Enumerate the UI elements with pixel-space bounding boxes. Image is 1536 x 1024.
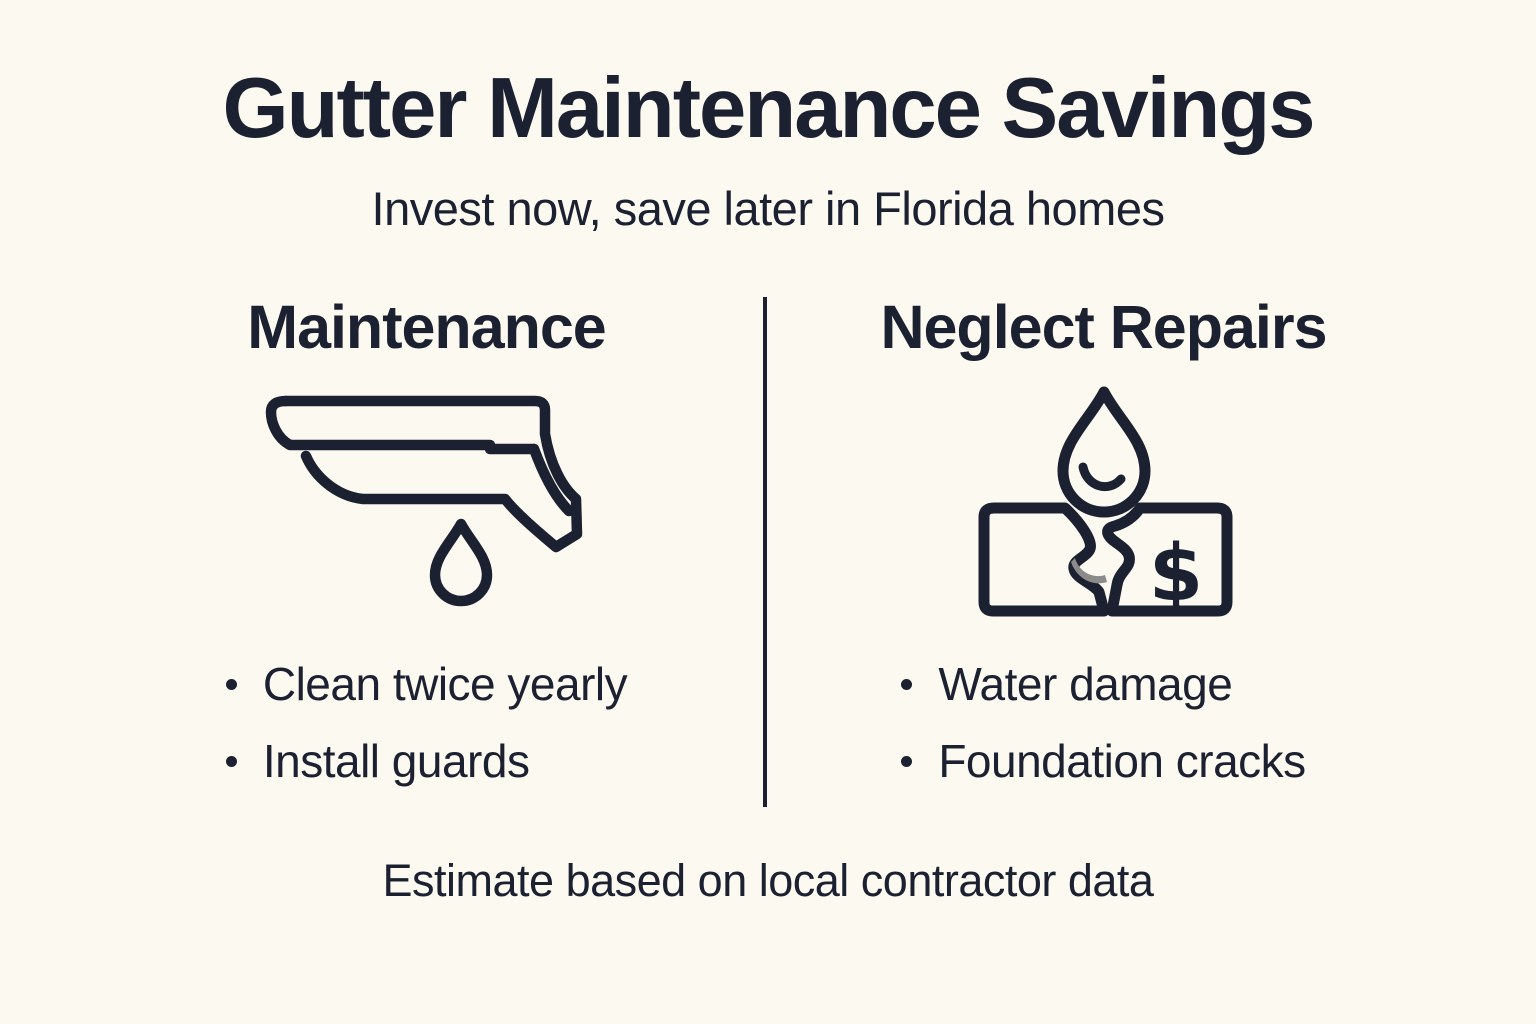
water-drop-torn-money-icon: $ [964,384,1244,622]
bullet-label: Water damage [938,658,1233,711]
tear-shadow [1070,557,1107,583]
comparison-section: Maintenance Clean twice yearly Install g… [0,292,1536,807]
neglect-repairs-heading: Neglect Repairs [880,292,1327,361]
neglect-repairs-bullet-list: Water damage Foundation cracks [901,646,1306,800]
bullet-label: Foundation cracks [938,735,1306,788]
maintenance-heading: Maintenance [247,292,606,361]
dollar-sign: $ [1148,529,1202,619]
header: Gutter Maintenance Savings Invest now, s… [0,0,1536,235]
list-item: Foundation cracks [901,723,1306,800]
list-item: Water damage [901,646,1305,723]
gutter-with-drip-icon [257,384,597,622]
bullet-label: Clean twice yearly [262,658,628,711]
list-item: Clean twice yearly [225,646,628,723]
footer-note: Estimate based on local contractor data [382,854,1154,906]
bullet-dot [225,755,237,767]
bullet-dot [225,678,237,690]
page-title: Gutter Maintenance Savings [222,61,1315,156]
maintenance-column: Maintenance Clean twice yearly Install g… [90,292,763,800]
list-item: Install guards [225,723,627,800]
page-subtitle: Invest now, save later in Florida homes [371,182,1165,235]
bullet-label: Install guards [262,735,530,788]
bullet-dot [901,678,913,690]
column-divider [763,296,767,807]
bullet-dot [901,755,913,767]
maintenance-bullet-list: Clean twice yearly Install guards [225,646,628,800]
neglect-repairs-column: Neglect Repairs $ Water damage [767,292,1440,800]
